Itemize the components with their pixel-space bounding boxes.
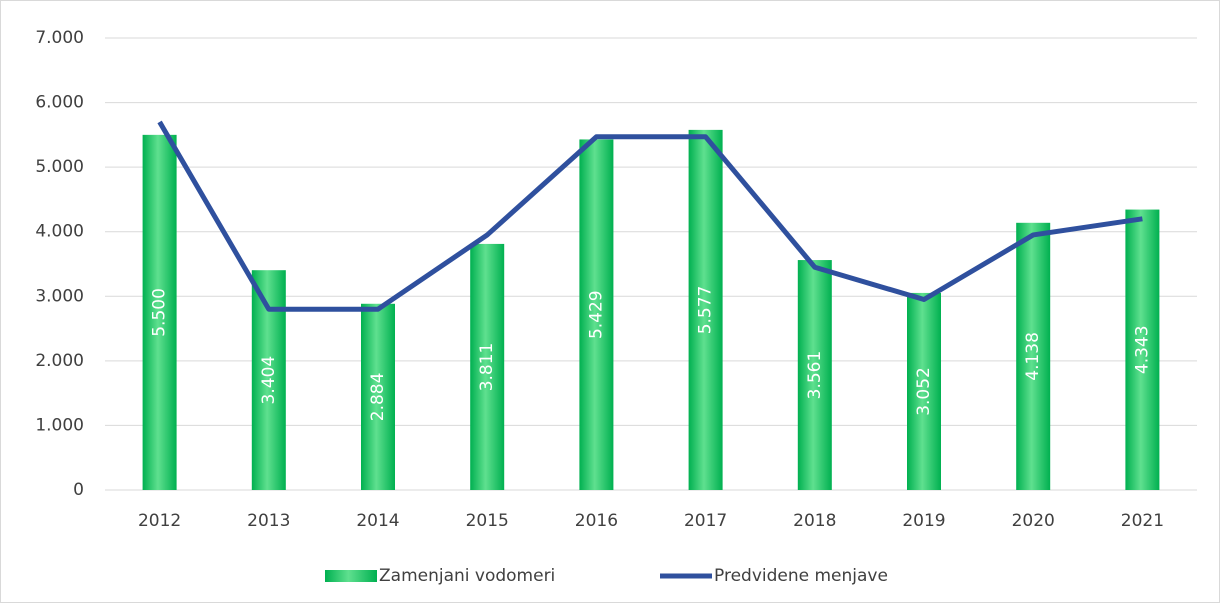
bar bbox=[470, 243, 505, 490]
x-tick-label: 2020 bbox=[1012, 511, 1055, 531]
value-label: 5.429 bbox=[586, 290, 606, 339]
y-tick-label: 2.000 bbox=[35, 351, 84, 371]
legend-swatch bbox=[325, 570, 377, 582]
bar bbox=[797, 260, 832, 490]
x-tick-label: 2021 bbox=[1121, 511, 1164, 531]
value-label: 2.884 bbox=[368, 373, 388, 422]
y-tick-label: 3.000 bbox=[35, 286, 84, 306]
x-tick-label: 2017 bbox=[684, 511, 727, 531]
x-tick-label: 2014 bbox=[356, 511, 399, 531]
x-tick-label: 2018 bbox=[793, 511, 836, 531]
x-tick-label: 2013 bbox=[247, 511, 290, 531]
legend-label: Zamenjani vodomeri bbox=[379, 566, 555, 586]
bar bbox=[1125, 209, 1160, 490]
y-tick-label: 7.000 bbox=[35, 28, 84, 48]
legend-label: Predvidene menjave bbox=[714, 566, 888, 586]
value-label: 5.577 bbox=[696, 286, 716, 335]
y-tick-label: 5.000 bbox=[35, 157, 84, 177]
y-tick-label: 0 bbox=[73, 480, 84, 500]
line bbox=[157, 120, 1143, 312]
y-tick-label: 1.000 bbox=[35, 415, 84, 435]
bar bbox=[907, 292, 941, 490]
bar bbox=[1016, 222, 1051, 491]
value-label: 4.138 bbox=[1023, 332, 1043, 381]
value-label: 3.404 bbox=[259, 356, 279, 405]
x-tick-label: 2016 bbox=[575, 511, 618, 531]
bar bbox=[688, 129, 723, 491]
value-label: 3.052 bbox=[914, 367, 934, 416]
x-tick-label: 2015 bbox=[466, 511, 509, 531]
bar bbox=[579, 139, 614, 490]
y-tick-label: 6.000 bbox=[35, 93, 84, 113]
value-label: 3.811 bbox=[477, 343, 497, 392]
x-tick-label: 2012 bbox=[138, 511, 181, 531]
x-tick-label: 2019 bbox=[902, 511, 945, 531]
value-label: 5.500 bbox=[150, 288, 170, 337]
bar bbox=[142, 134, 177, 490]
value-label: 3.561 bbox=[805, 351, 825, 400]
value-label: 4.343 bbox=[1132, 325, 1152, 374]
bar bbox=[361, 303, 395, 490]
y-tick-label: 4.000 bbox=[35, 222, 84, 242]
